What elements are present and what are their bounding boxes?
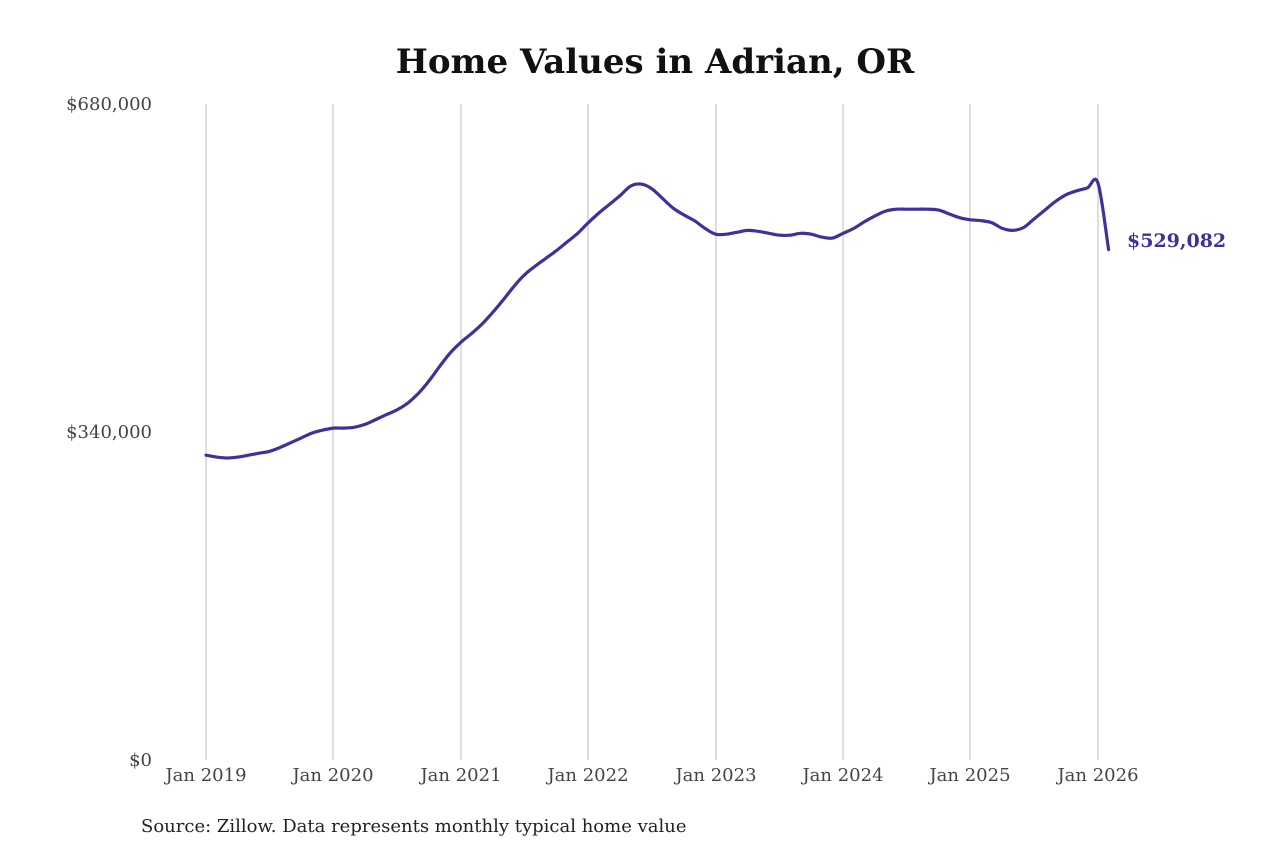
x-tick-label: Jan 2019	[163, 765, 246, 786]
x-tick-label: Jan 2022	[545, 765, 628, 786]
x-tick-label: Jan 2023	[673, 765, 756, 786]
x-tick-label: Jan 2020	[290, 765, 373, 786]
y-tick-label: $0	[129, 750, 152, 771]
series-line	[204, 177, 1111, 460]
x-tick-label: Jan 2021	[418, 765, 501, 786]
source-note: Source: Zillow. Data represents monthly …	[141, 816, 687, 837]
y-axis-tick-labels: $0 $340,000 $680,000	[66, 94, 152, 771]
y-tick-label: $340,000	[66, 422, 152, 443]
x-tick-label: Jan 2025	[927, 765, 1010, 786]
end-value-label: $529,082	[1127, 230, 1226, 252]
x-tick-label: Jan 2026	[1055, 765, 1138, 786]
x-axis-tick-labels: Jan 2019 Jan 2020 Jan 2021 Jan 2022 Jan 2023…	[163, 765, 1138, 786]
x-tick-label: Jan 2024	[800, 765, 883, 786]
chart-title: Home Values in Adrian, OR	[396, 42, 915, 82]
x-gridlines	[205, 104, 1099, 760]
y-tick-label: $680,000	[66, 94, 152, 115]
